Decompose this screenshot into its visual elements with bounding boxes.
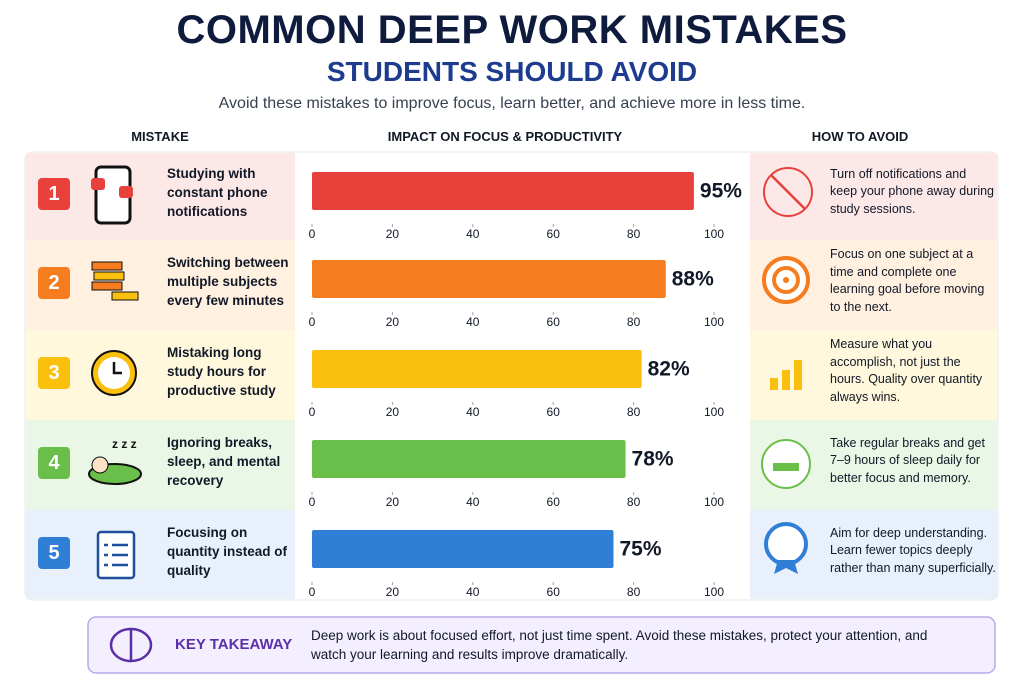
x-tick-label: 20 xyxy=(386,405,400,419)
x-tick-label: 0 xyxy=(309,227,316,241)
x-tick-label: 60 xyxy=(547,495,561,509)
x-tick-label: 80 xyxy=(627,495,641,509)
svg-text:z z z: z z z xyxy=(112,437,137,451)
row-number: 4 xyxy=(38,447,70,479)
x-tick-label: 100 xyxy=(704,585,724,599)
mistake-text: Focusing on quantity instead of quality xyxy=(167,524,288,578)
x-tick-label: 100 xyxy=(704,405,724,419)
value-label: 88% xyxy=(672,268,714,291)
avoid-text: Turn off notifications and keep your pho… xyxy=(830,166,995,216)
x-tick-label: 60 xyxy=(547,405,561,419)
x-tick-label: 40 xyxy=(466,495,480,509)
x-tick-label: 60 xyxy=(547,585,561,599)
mistake-text: Mistaking long study hours for productiv… xyxy=(167,344,276,398)
x-tick-label: 60 xyxy=(547,315,561,329)
bar xyxy=(312,260,666,298)
bar xyxy=(312,440,626,478)
brain-icon xyxy=(109,627,153,663)
row-number: 2 xyxy=(38,267,70,299)
x-tick-label: 100 xyxy=(704,227,724,241)
icons: z z z xyxy=(88,165,813,580)
bar xyxy=(312,172,694,210)
row-number: 1 xyxy=(38,178,70,210)
x-tick-label: 0 xyxy=(309,315,316,329)
tagline: Avoid these mistakes to improve focus, l… xyxy=(218,95,806,112)
x-tick-label: 20 xyxy=(386,227,400,241)
value-label: 82% xyxy=(648,358,690,381)
avoid-text: Take regular breaks and get 7–9 hours of… xyxy=(830,435,985,485)
x-tick-label: 80 xyxy=(627,315,641,329)
mistake-text: Switching between multiple subjects ever… xyxy=(167,254,289,308)
row-number: 3 xyxy=(38,357,70,389)
column-header: IMPACT ON FOCUS & PRODUCTIVITY xyxy=(387,129,623,144)
avoid-text: Measure what you accomplish, not just th… xyxy=(830,337,983,404)
x-tick-label: 40 xyxy=(466,227,480,241)
mistake-text: Ignoring breaks, sleep, and mental recov… xyxy=(167,434,281,488)
column-header: MISTAKE xyxy=(131,129,189,144)
value-label: 75% xyxy=(620,538,662,561)
x-tick-label: 80 xyxy=(627,227,641,241)
x-tick-label: 60 xyxy=(547,227,561,241)
x-tick-label: 20 xyxy=(386,585,400,599)
takeaway-label: KEY TAKEAWAY xyxy=(175,636,293,653)
x-tick-label: 80 xyxy=(627,405,641,419)
x-tick-label: 100 xyxy=(704,495,724,509)
row-number: 5 xyxy=(38,537,70,569)
x-tick-label: 100 xyxy=(704,315,724,329)
column-header: HOW TO AVOID xyxy=(811,129,909,144)
value-label: 95% xyxy=(700,180,742,203)
bar xyxy=(312,350,642,388)
x-tick-label: 20 xyxy=(386,495,400,509)
value-label: 78% xyxy=(632,448,674,471)
x-tick-label: 20 xyxy=(386,315,400,329)
title: COMMON DEEP WORK MISTAKES xyxy=(176,8,848,52)
mistake-text: Studying with constant phone notificatio… xyxy=(167,165,268,219)
subtitle: STUDENTS SHOULD AVOID xyxy=(326,56,698,87)
takeaway-box xyxy=(87,616,996,674)
avoid-text: Focus on one subject at a time and compl… xyxy=(830,247,985,314)
bar xyxy=(312,530,614,568)
takeaway-text: Deep work is about focused effort, not j… xyxy=(311,628,928,662)
x-tick-label: 0 xyxy=(309,495,316,509)
x-tick-label: 40 xyxy=(466,315,480,329)
avoid-text: Aim for deep understanding. Learn fewer … xyxy=(830,525,996,575)
x-tick-label: 40 xyxy=(466,405,480,419)
x-tick-label: 0 xyxy=(309,585,316,599)
x-tick-label: 80 xyxy=(627,585,641,599)
x-tick-label: 40 xyxy=(466,585,480,599)
x-tick-label: 0 xyxy=(309,405,316,419)
